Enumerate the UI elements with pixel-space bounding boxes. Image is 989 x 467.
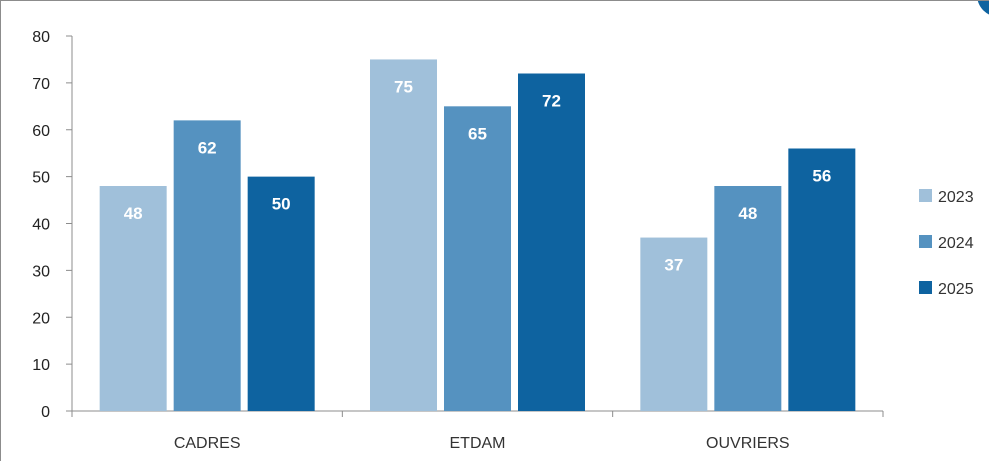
bar-value-label: 62 [198, 138, 217, 157]
bar-value-label: 48 [738, 204, 757, 223]
y-tick-label: 70 [32, 76, 50, 93]
bar [247, 176, 315, 411]
bar-value-label: 72 [542, 92, 561, 111]
y-tick-label: 20 [32, 310, 50, 327]
bar-value-label: 65 [468, 124, 487, 143]
x-category-label: ETDAM [450, 435, 506, 452]
y-tick-label: 30 [32, 263, 50, 280]
y-tick-label: 50 [32, 170, 50, 187]
legend: 2023 2024 2025 [919, 189, 974, 298]
bar [99, 186, 167, 411]
y-axis: 0 10 20 30 40 50 60 70 80 [32, 29, 73, 421]
legend-swatch [919, 189, 932, 202]
bar-value-label: 75 [394, 77, 413, 96]
bar [444, 106, 511, 411]
x-category-label: CADRES [174, 435, 241, 452]
bar [640, 237, 708, 411]
legend-swatch [919, 281, 932, 294]
legend-item: 2025 [919, 281, 974, 298]
bar-value-label: 56 [812, 167, 831, 186]
bar [788, 148, 856, 411]
legend-item: 2024 [919, 235, 974, 252]
y-tick-label: 10 [32, 357, 50, 374]
x-axis: CADRES ETDAM OUVRIERS [71, 410, 884, 452]
y-tick-label: 60 [32, 123, 50, 140]
bar [714, 186, 782, 411]
bar [370, 59, 437, 411]
bar-value-label: 50 [272, 195, 291, 214]
bar-value-label: 48 [124, 204, 143, 223]
legend-item: 2023 [919, 189, 974, 206]
legend-swatch [919, 235, 932, 248]
legend-label: 2024 [938, 235, 974, 252]
bars-group: 48 62 50 75 65 72 37 48 56 [99, 59, 856, 411]
bar [518, 73, 585, 411]
bar [173, 120, 241, 411]
y-tick-label: 40 [32, 217, 50, 234]
y-tick-label: 80 [32, 29, 50, 46]
legend-label: 2025 [938, 281, 974, 298]
bar-value-label: 37 [664, 256, 683, 275]
legend-label: 2023 [938, 189, 974, 206]
x-category-label: OUVRIERS [706, 435, 790, 452]
y-tick-label: 0 [41, 404, 50, 421]
corner-decoration [977, 0, 989, 15]
